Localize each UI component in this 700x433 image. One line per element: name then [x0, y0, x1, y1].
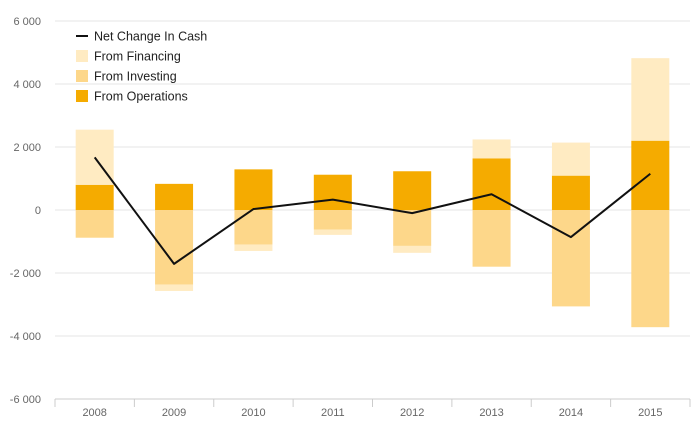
bar-from-investing-2013 — [472, 210, 511, 267]
bar-from-operations-2010 — [234, 169, 273, 210]
line-layer — [93, 156, 651, 265]
axis-layer: 6 000 4 000 2 000 0 -2 000 -4 000 -6 000 2008 20… — [10, 16, 691, 419]
bar-from-financing-2011 — [313, 229, 352, 235]
bar-from-financing-2009 — [155, 284, 194, 291]
bar-from-investing-2015 — [631, 210, 670, 328]
x-tick-label: 2013 — [479, 407, 503, 419]
bar-from-financing-2012 — [393, 245, 432, 253]
legend-label-from-financing: From Financing — [94, 50, 181, 64]
bar-from-investing-2008 — [75, 210, 114, 238]
x-tick-label: 2012 — [400, 407, 424, 419]
y-tick-label: 0 — [35, 205, 41, 217]
bars-layer — [75, 58, 670, 328]
bar-from-investing-2011 — [313, 210, 352, 230]
bar-from-financing-2015 — [631, 58, 670, 141]
y-tick-label: 6 000 — [13, 16, 41, 28]
legend-swatch-from-investing — [76, 70, 88, 82]
bar-from-investing-2012 — [393, 210, 432, 246]
bar-from-operations-2009 — [155, 183, 194, 210]
y-tick-label: -4 000 — [10, 331, 41, 343]
bar-from-financing-2013 — [472, 139, 511, 159]
x-tick-label: 2008 — [82, 407, 106, 419]
legend-swatch-from-operations — [76, 90, 88, 102]
x-tick-label: 2010 — [241, 407, 265, 419]
bar-from-operations-2015 — [631, 140, 670, 210]
bar-from-investing-2014 — [551, 210, 590, 307]
bar-from-operations-2014 — [551, 175, 590, 210]
x-tick-label: 2009 — [162, 407, 186, 419]
legend-swatch-from-financing — [76, 50, 88, 62]
legend-label-from-investing: From Investing — [94, 70, 177, 84]
y-tick-label: -6 000 — [10, 394, 41, 406]
legend-label-net-change-in-cash: Net Change In Cash — [94, 30, 207, 44]
bar-from-financing-2010 — [234, 244, 273, 251]
bar-from-operations-2008 — [75, 184, 114, 210]
x-tick-label: 2014 — [559, 407, 583, 419]
bar-from-financing-2014 — [551, 142, 590, 176]
bar-from-operations-2012 — [393, 171, 432, 210]
bar-from-operations-2011 — [313, 174, 352, 210]
bar-from-investing-2010 — [234, 210, 273, 245]
y-tick-label: 4 000 — [13, 79, 41, 91]
legend: Net Change In Cash From Financing From Inv… — [76, 30, 207, 104]
x-tick-label: 2011 — [321, 407, 345, 419]
net-change-line — [93, 156, 651, 265]
x-tick-label: 2015 — [638, 407, 662, 419]
legend-label-from-operations: From Operations — [94, 90, 188, 104]
y-tick-label: -2 000 — [10, 268, 41, 280]
y-tick-label: 2 000 — [13, 142, 41, 154]
